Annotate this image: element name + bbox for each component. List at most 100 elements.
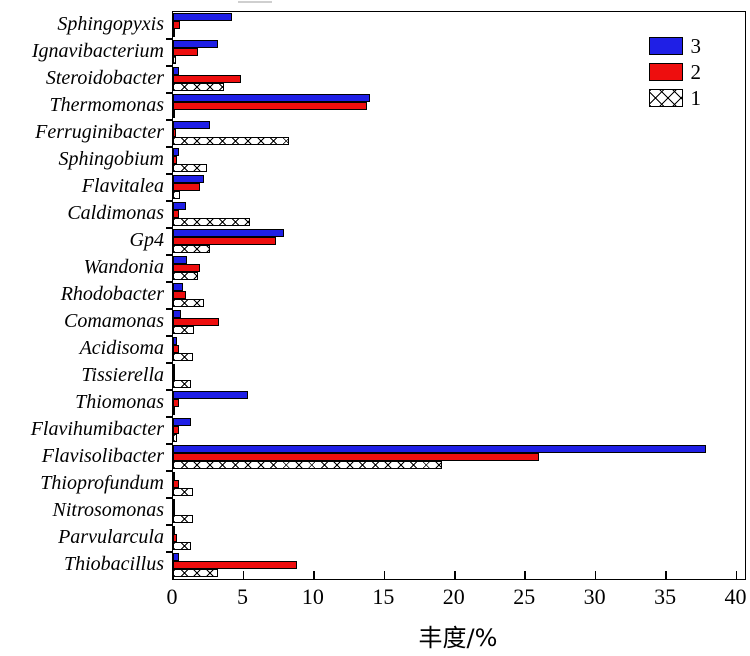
bar-series3-Thermomonas — [173, 94, 371, 102]
bar-group-Acidisoma — [173, 336, 745, 363]
bar-group-Flavihumibacter — [173, 417, 745, 444]
y-tick — [166, 281, 172, 283]
category-label-Steroidobacter: Steroidobacter — [45, 67, 164, 89]
x-tick-label-30: 30 — [583, 584, 606, 609]
y-tick — [166, 254, 172, 256]
bar-series2-Thiobacillus — [173, 561, 297, 569]
bar-series3-Sphingopyxis — [173, 13, 233, 21]
bar-series3-Parvularcula — [173, 526, 175, 534]
legend-swatch-2 — [648, 63, 683, 81]
y-tick — [166, 389, 172, 391]
bar-series2-Thermomonas — [173, 102, 368, 110]
bar-series2-Flavitalea — [173, 183, 200, 191]
legend-item-1: 1 — [648, 88, 701, 109]
legend-item-2: 2 — [648, 62, 701, 83]
x-axis-title: 丰度/% — [418, 624, 498, 652]
x-tick-label-0: 0 — [166, 584, 178, 609]
bar-series2-Ferruginibacter — [173, 129, 176, 137]
x-tick-0 — [172, 571, 174, 579]
bar-series3-Comamonas — [173, 310, 182, 318]
bar-series2-Sphingopyxis — [173, 21, 181, 29]
bar-series3-Caldimonas — [173, 202, 186, 210]
category-label-Gp4: Gp4 — [129, 229, 164, 251]
bar-series3-Thiobacillus — [173, 553, 179, 561]
x-tick-20 — [454, 571, 456, 579]
bar-series2-Wandonia — [173, 264, 200, 272]
bar-series3-Sphingobium — [173, 148, 179, 156]
bar-series3-Flavitalea — [173, 175, 204, 183]
bar-series3-Ignavibacterium — [173, 40, 219, 48]
legend-label-3: 3 — [690, 34, 702, 58]
x-tick-label-10: 10 — [301, 584, 324, 609]
bar-series3-Steroidobacter — [173, 67, 179, 75]
bar-series1-Sphingobium — [173, 164, 207, 172]
clipped-artifact — [238, 1, 272, 3]
y-tick — [166, 497, 172, 499]
bar-series1-Wandonia — [173, 272, 199, 280]
legend: 3 2 1 — [648, 34, 702, 114]
y-tick — [166, 92, 172, 94]
bar-group-Steroidobacter — [173, 66, 745, 93]
bar-group-Flavisolibacter — [173, 444, 745, 471]
y-tick — [166, 146, 172, 148]
x-tick-15 — [383, 571, 386, 579]
bar-series3-Thiomonas — [173, 391, 248, 399]
bar-series2-Tissierella — [173, 372, 175, 380]
bar-series3-Thioprofundum — [173, 472, 176, 480]
bar-groups — [173, 12, 745, 579]
x-tick-40 — [735, 571, 738, 579]
bar-group-Thiobacillus — [173, 552, 745, 579]
bar-series3-Gp4 — [173, 229, 285, 237]
category-label-Thiomonas: Thiomonas — [75, 391, 164, 413]
category-label-Comamonas: Comamonas — [63, 310, 164, 332]
legend-item-3: 3 — [648, 34, 702, 58]
bar-series1-Sphingopyxis — [173, 29, 176, 37]
bar-group-Flavitalea — [173, 174, 745, 201]
category-label-Wandonia: Wandonia — [83, 256, 164, 278]
bar-series2-Flavisolibacter — [173, 453, 540, 461]
bar-series1-Tissierella — [173, 380, 192, 388]
y-tick — [166, 416, 172, 418]
bar-group-Tissierella — [173, 363, 745, 390]
category-label-Sphingopyxis: Sphingopyxis — [57, 13, 164, 35]
legend-swatch-3 — [648, 37, 683, 55]
bar-series2-Parvularcula — [173, 534, 178, 542]
y-tick — [166, 335, 172, 337]
bar-group-Comamonas — [173, 309, 745, 336]
bar-series1-Caldimonas — [173, 218, 251, 226]
bar-series1-Steroidobacter — [173, 83, 224, 91]
bar-series2-Steroidobacter — [173, 75, 241, 83]
bar-group-Parvularcula — [173, 525, 745, 552]
y-tick — [166, 119, 172, 121]
bar-series1-Parvularcula — [173, 542, 192, 550]
bar-series1-Thiobacillus — [173, 569, 219, 577]
bar-group-Gp4 — [173, 228, 745, 255]
bar-series2-Acidisoma — [173, 345, 179, 353]
bar-series1-Ignavibacterium — [173, 56, 176, 64]
bar-series1-Flavitalea — [173, 191, 181, 199]
category-label-Caldimonas: Caldimonas — [67, 202, 164, 224]
x-tick-35 — [665, 571, 667, 579]
bar-series3-Flavisolibacter — [173, 445, 706, 453]
bar-group-Thiomonas — [173, 390, 745, 417]
bar-series1-Thioprofundum — [173, 488, 193, 496]
bar-group-Rhodobacter — [173, 282, 745, 309]
category-label-Flavisolibacter: Flavisolibacter — [41, 445, 164, 467]
x-tick-label-25: 25 — [513, 584, 536, 609]
bar-series3-Tissierella — [173, 364, 176, 372]
bar-series2-Ignavibacterium — [173, 48, 199, 56]
bar-group-Wandonia — [173, 255, 745, 282]
bar-series2-Flavihumibacter — [173, 426, 179, 434]
category-label-Nitrosomonas: Nitrosomonas — [52, 499, 164, 521]
bar-series2-Gp4 — [173, 237, 276, 245]
y-tick — [166, 470, 172, 472]
bar-series1-Ferruginibacter — [173, 137, 289, 145]
x-tick-25 — [524, 571, 526, 579]
bar-group-Nitrosomonas — [173, 498, 745, 525]
bar-series2-Comamonas — [173, 318, 220, 326]
x-tick-label-35: 35 — [654, 584, 677, 609]
y-tick — [166, 524, 172, 526]
category-label-Sphingobium: Sphingobium — [58, 148, 164, 170]
bar-series1-Nitrosomonas — [173, 515, 193, 523]
bar-series3-Ferruginibacter — [173, 121, 210, 129]
